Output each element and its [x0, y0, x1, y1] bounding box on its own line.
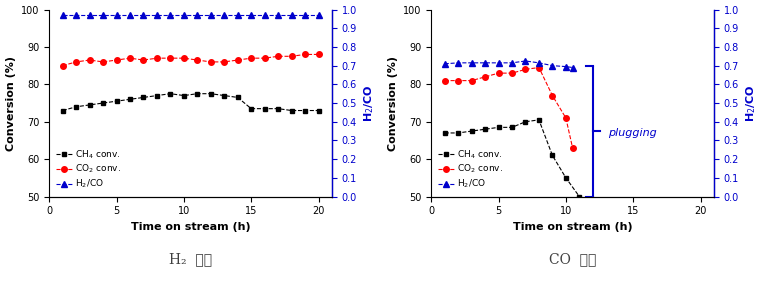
Y-axis label: H$_2$/CO: H$_2$/CO	[745, 84, 759, 122]
Legend: CH$_4$ conv., CO$_2$ conv., H$_2$/CO: CH$_4$ conv., CO$_2$ conv., H$_2$/CO	[53, 146, 123, 192]
Legend: CH$_4$ conv., CO$_2$ conv., H$_2$/CO: CH$_4$ conv., CO$_2$ conv., H$_2$/CO	[435, 146, 505, 192]
X-axis label: Time on stream (h): Time on stream (h)	[513, 222, 633, 232]
Y-axis label: Conversion (%): Conversion (%)	[387, 56, 397, 151]
Text: H₂  첨가: H₂ 첨가	[169, 253, 212, 267]
Y-axis label: H$_2$/CO: H$_2$/CO	[363, 84, 377, 122]
Y-axis label: Conversion (%): Conversion (%)	[5, 56, 15, 151]
Text: plugging: plugging	[607, 128, 656, 138]
Text: CO  첨가: CO 첨가	[549, 253, 596, 267]
X-axis label: Time on stream (h): Time on stream (h)	[131, 222, 251, 232]
